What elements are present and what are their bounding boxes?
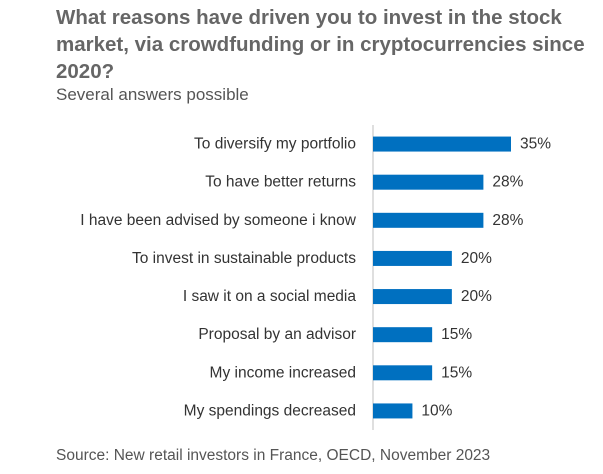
value-label: 10% bbox=[421, 402, 452, 419]
bar bbox=[373, 250, 452, 266]
bar bbox=[373, 174, 484, 190]
bars-group: To diversify my portfolio 35% To have bett… bbox=[80, 136, 551, 420]
category-label: My spendings decreased bbox=[184, 402, 356, 419]
category-label: To invest in sustainable products bbox=[132, 250, 356, 267]
value-label: 15% bbox=[441, 364, 472, 381]
value-label: 15% bbox=[441, 326, 472, 343]
value-label: 28% bbox=[492, 174, 523, 191]
bar bbox=[373, 289, 452, 305]
category-label: I saw it on a social media bbox=[183, 288, 357, 305]
value-label: 20% bbox=[461, 288, 492, 305]
chart-title: What reasons have driven you to invest i… bbox=[56, 6, 585, 83]
value-label: 20% bbox=[461, 250, 492, 267]
category-label: I have been advised by someone i know bbox=[80, 212, 357, 229]
chart-source: Source: New retail investors in France, … bbox=[56, 447, 491, 464]
value-label: 35% bbox=[520, 136, 551, 153]
category-label: To have better returns bbox=[205, 174, 356, 191]
bar bbox=[373, 365, 433, 381]
category-label: Proposal by an advisor bbox=[198, 326, 356, 343]
chart-subtitle: Several answers possible bbox=[56, 85, 249, 104]
bar bbox=[373, 136, 511, 152]
bar bbox=[373, 212, 484, 228]
bar bbox=[373, 327, 433, 343]
category-label: My income increased bbox=[210, 364, 356, 381]
bar bbox=[373, 403, 413, 419]
category-label: To diversify my portfolio bbox=[194, 136, 356, 153]
value-label: 28% bbox=[492, 212, 523, 229]
